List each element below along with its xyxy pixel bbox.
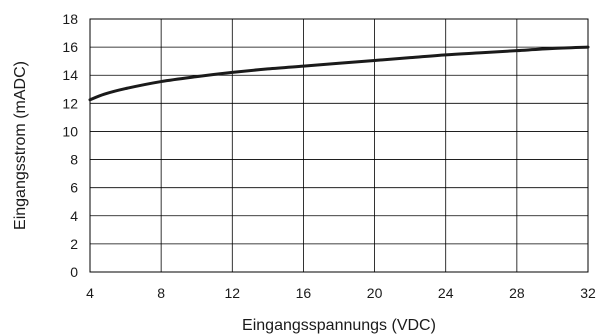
y-tick-label-10: 10 (62, 123, 78, 139)
x-tick-label-16: 16 (296, 285, 312, 301)
series-line-0 (88, 45, 590, 102)
y-tick-label-8: 8 (70, 152, 78, 168)
x-tick-label-24: 24 (438, 285, 454, 301)
y-tick-label-4: 4 (70, 208, 78, 224)
y-tick-label-0: 0 (70, 264, 78, 280)
x-tick-label-8: 8 (157, 285, 165, 301)
y-axis-label: Eingangsstrom (mADC) (12, 61, 29, 230)
y-tick-label-2: 2 (70, 236, 78, 252)
x-tick-label-12: 12 (224, 285, 240, 301)
y-tick-label-18: 18 (62, 11, 78, 27)
y-tick-label-12: 12 (62, 95, 78, 111)
x-tick-label-28: 28 (509, 285, 525, 301)
x-tick-label-20: 20 (367, 285, 383, 301)
x-tick-label-32: 32 (580, 285, 596, 301)
plot-area-border (89, 18, 589, 273)
y-tick-label-16: 16 (62, 39, 78, 55)
data-series (88, 45, 590, 102)
y-tick-label-6: 6 (70, 180, 78, 196)
y-tick-label-14: 14 (62, 67, 78, 83)
x-tick-label-4: 4 (86, 285, 94, 301)
plot-area-background (90, 19, 588, 272)
x-axis-label: Eingangsspannungs (VDC) (242, 317, 436, 334)
grid-lines (90, 19, 588, 272)
